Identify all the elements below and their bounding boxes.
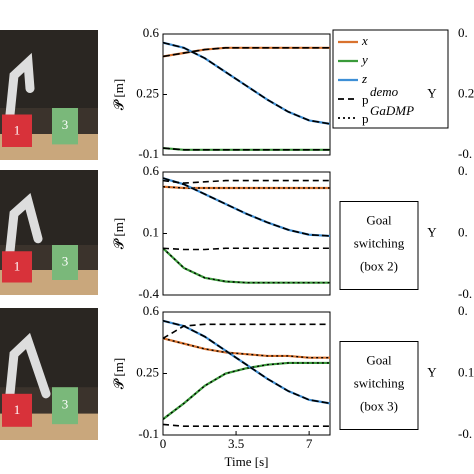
y-tick-label: -0.4 — [138, 286, 159, 301]
cut-axis-label: Υ — [427, 364, 437, 379]
robot-arm — [3, 52, 35, 139]
y-tick-label: 0.1 — [143, 224, 159, 239]
robot-arm — [3, 332, 51, 419]
demo-line — [162, 323, 330, 340]
red-box — [2, 393, 32, 427]
box-label: 1 — [14, 122, 21, 137]
y-tick-label: 0.25 — [136, 364, 159, 379]
demo-line — [162, 47, 330, 58]
y-axis-label: 𝓟 [m] — [111, 79, 126, 110]
annotation-box — [339, 201, 419, 290]
cut-axis-tick-label: -0. — [458, 146, 472, 161]
gadmp-line — [162, 337, 330, 359]
annotation-text: (box 2) — [360, 258, 398, 273]
green-box — [52, 245, 78, 280]
plot-frame — [162, 311, 331, 436]
annotation-text: switching — [354, 235, 405, 250]
cut-axis-tick-label: -0. — [458, 426, 472, 441]
demo-line — [162, 247, 330, 251]
cut-axis-tick-label: 0. — [458, 163, 468, 178]
cut-axis-label: Υ — [427, 224, 437, 239]
x-tick-label: 3.5 — [228, 436, 244, 451]
box-label: 1 — [14, 402, 21, 417]
y-axis-label: 𝓟 [m] — [111, 218, 126, 249]
red-box — [2, 251, 32, 283]
legend-superscript: demo — [370, 84, 399, 99]
red-box — [2, 114, 32, 147]
cut-axis-label: Υ — [427, 85, 437, 100]
demo-line — [162, 423, 330, 428]
y-axis-label: 𝓟 [m] — [111, 358, 126, 389]
cut-axis-tick-label: 0. — [458, 25, 468, 40]
green-box — [52, 108, 78, 145]
green-box — [52, 387, 78, 425]
y-tick-label: 0.6 — [143, 303, 160, 318]
box-label: 3 — [62, 117, 69, 132]
demo-line — [162, 177, 331, 237]
demo-line — [162, 147, 330, 151]
legend-label: y — [360, 52, 368, 67]
robot-arm — [3, 193, 43, 275]
series-line — [162, 361, 330, 421]
annotation-text: (box 3) — [360, 398, 398, 413]
cut-axis-tick-label: 0.2 — [458, 85, 474, 100]
legend-label: p — [362, 92, 369, 107]
y-tick-label: 0.6 — [143, 25, 160, 40]
legend-label: p — [362, 111, 369, 126]
series-line — [162, 41, 331, 125]
series-line — [162, 247, 330, 284]
gadmp-line — [162, 247, 330, 284]
gadmp-line — [162, 41, 331, 125]
legend-label: x — [361, 33, 368, 48]
demo-line — [162, 320, 331, 405]
box-label: 3 — [62, 397, 69, 412]
legend-superscript: GaDMP — [370, 103, 414, 118]
annotation-box — [339, 341, 419, 430]
cut-axis-tick-label: 0.1 — [458, 364, 474, 379]
box-label: 1 — [14, 258, 21, 273]
demo-line — [162, 41, 331, 125]
x-axis-label: Time [s] — [225, 454, 269, 469]
y-tick-label: 0.6 — [143, 163, 160, 178]
annotation-text: Goal — [366, 352, 392, 367]
annotation-text: Goal — [366, 212, 392, 227]
y-tick-label: -0.1 — [138, 146, 159, 161]
demo-line — [162, 179, 330, 184]
legend-label: z — [361, 71, 367, 86]
annotation-text: switching — [354, 375, 405, 390]
cut-axis-tick-label: 0. — [458, 224, 468, 239]
x-tick-label: 7 — [306, 436, 313, 451]
gadmp-line — [162, 362, 330, 420]
cut-axis-tick-label: 0. — [458, 303, 468, 318]
y-tick-label: -0.1 — [138, 426, 159, 441]
x-tick-label: 0 — [160, 436, 167, 451]
box-label: 3 — [62, 253, 69, 268]
y-tick-label: 0.25 — [136, 85, 159, 100]
cut-axis-tick-label: -0. — [458, 286, 472, 301]
gadmp-line — [162, 177, 331, 237]
